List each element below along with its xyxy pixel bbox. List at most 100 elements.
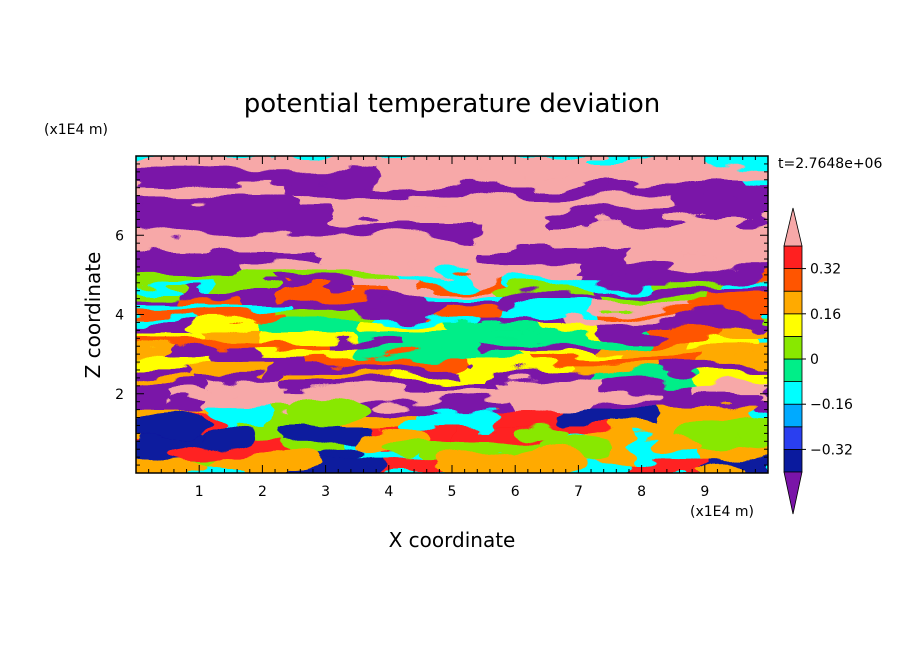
contour-cell bbox=[336, 398, 412, 411]
contour-cell bbox=[410, 233, 625, 250]
contour-cell bbox=[294, 314, 378, 324]
contour-cell bbox=[699, 372, 768, 383]
x-tick-label: 7 bbox=[574, 484, 583, 500]
contour-cell bbox=[591, 338, 688, 349]
contour-cell bbox=[530, 355, 620, 366]
contour-cell bbox=[136, 355, 214, 366]
eddy-blob bbox=[435, 449, 523, 473]
contour-cell bbox=[671, 193, 768, 210]
contour-cell bbox=[181, 287, 287, 297]
colorbar-swatch bbox=[783, 381, 803, 405]
contour-cell bbox=[459, 355, 533, 366]
contour-cell bbox=[352, 280, 419, 290]
contour-cell bbox=[136, 381, 206, 393]
contour-cell bbox=[211, 355, 300, 366]
contour-cell bbox=[136, 193, 301, 210]
y-unit-label: (x1E4 m) bbox=[44, 122, 108, 138]
contour-cell bbox=[373, 389, 455, 402]
contour-field bbox=[136, 156, 885, 473]
contour-cell bbox=[263, 338, 329, 349]
contour-cell bbox=[242, 294, 346, 304]
chart-title: potential temperature deviation bbox=[244, 89, 660, 119]
contour-cell bbox=[651, 220, 768, 237]
contour-cell bbox=[450, 322, 539, 332]
x-tick-label: 5 bbox=[448, 484, 457, 500]
contour-cell bbox=[375, 363, 466, 375]
contour-cell bbox=[439, 329, 541, 341]
contour-cell bbox=[356, 329, 442, 341]
contour-cell bbox=[298, 193, 448, 210]
contour-cell bbox=[586, 301, 690, 310]
colorbar-swatch bbox=[783, 426, 803, 450]
contour-cell bbox=[136, 314, 198, 324]
contour-cell bbox=[571, 363, 664, 375]
contour-cell bbox=[397, 274, 476, 283]
contour-cell bbox=[197, 398, 272, 411]
contour-cell bbox=[547, 206, 768, 224]
contour-cell bbox=[297, 301, 402, 310]
contour-cell bbox=[179, 294, 245, 304]
contour-cell bbox=[399, 338, 484, 349]
contour-cell bbox=[136, 280, 212, 290]
contour-cell bbox=[579, 259, 768, 276]
colorbar-label: −0.16 bbox=[810, 397, 853, 413]
y-axis-label: Z coordinate bbox=[81, 252, 105, 379]
contour-cell bbox=[195, 314, 297, 324]
colorbar-labels: 0.32 0.16 0 −0.16 −0.32 bbox=[802, 262, 853, 458]
contour-cell bbox=[619, 346, 729, 358]
contour-cell bbox=[622, 233, 768, 250]
contour-cell bbox=[136, 338, 187, 349]
time-label: t=2.7648e+06 bbox=[778, 156, 882, 172]
contour-cell bbox=[259, 329, 359, 341]
contour-cell bbox=[685, 338, 759, 349]
eddy-blob bbox=[172, 444, 224, 463]
eddy-blob bbox=[321, 442, 369, 460]
contour-cell bbox=[200, 301, 300, 310]
contour-cell bbox=[136, 274, 205, 283]
contour-cell bbox=[498, 381, 608, 393]
contour-cell bbox=[422, 294, 494, 304]
contour-cell bbox=[136, 398, 200, 411]
eddy-blob bbox=[152, 460, 208, 473]
contour-cell bbox=[477, 246, 630, 263]
contour-cell bbox=[552, 156, 701, 171]
contour-cell bbox=[491, 294, 602, 304]
contour-cell bbox=[387, 372, 490, 383]
contour-cell bbox=[476, 220, 654, 237]
contour-cell bbox=[605, 180, 743, 197]
x-tick-label: 8 bbox=[637, 484, 646, 500]
contour-cell bbox=[591, 167, 768, 184]
contour-cell bbox=[361, 355, 462, 366]
contour-cell bbox=[627, 246, 768, 263]
contour-cell bbox=[391, 287, 488, 297]
contour-cell bbox=[503, 307, 604, 317]
contour-cell bbox=[664, 322, 768, 332]
contour-cell bbox=[565, 314, 675, 324]
contour-cell bbox=[592, 372, 702, 383]
eddy-blob bbox=[516, 423, 569, 442]
contour-cell bbox=[136, 156, 239, 171]
contour-cell bbox=[167, 389, 269, 402]
eddy-blob bbox=[722, 417, 768, 439]
colorbar-swatch bbox=[783, 245, 803, 270]
contour-cell bbox=[496, 409, 561, 427]
x-tick-label: 2 bbox=[258, 484, 267, 500]
colorbar-swatch bbox=[783, 290, 803, 315]
contour-cell bbox=[483, 314, 568, 324]
contour-cell bbox=[323, 220, 479, 237]
contour-cell bbox=[415, 156, 555, 171]
contour-cell bbox=[485, 287, 596, 297]
contour-cell bbox=[473, 274, 588, 283]
contour-cell bbox=[509, 280, 577, 290]
eddy-blob bbox=[502, 447, 589, 473]
x-tick-label: 4 bbox=[384, 484, 393, 500]
colorbar-swatch bbox=[783, 268, 803, 292]
colorbar-label: 0.32 bbox=[810, 262, 841, 278]
x-tick-labels: 1 2 3 4 5 6 7 8 9 bbox=[195, 484, 710, 500]
contour-cell bbox=[794, 372, 885, 383]
contour-cell bbox=[463, 363, 574, 375]
contour-cell bbox=[283, 307, 361, 317]
contour-cell bbox=[435, 307, 506, 317]
colorbar-over-arrow bbox=[783, 207, 803, 247]
contour-cell bbox=[136, 246, 324, 263]
